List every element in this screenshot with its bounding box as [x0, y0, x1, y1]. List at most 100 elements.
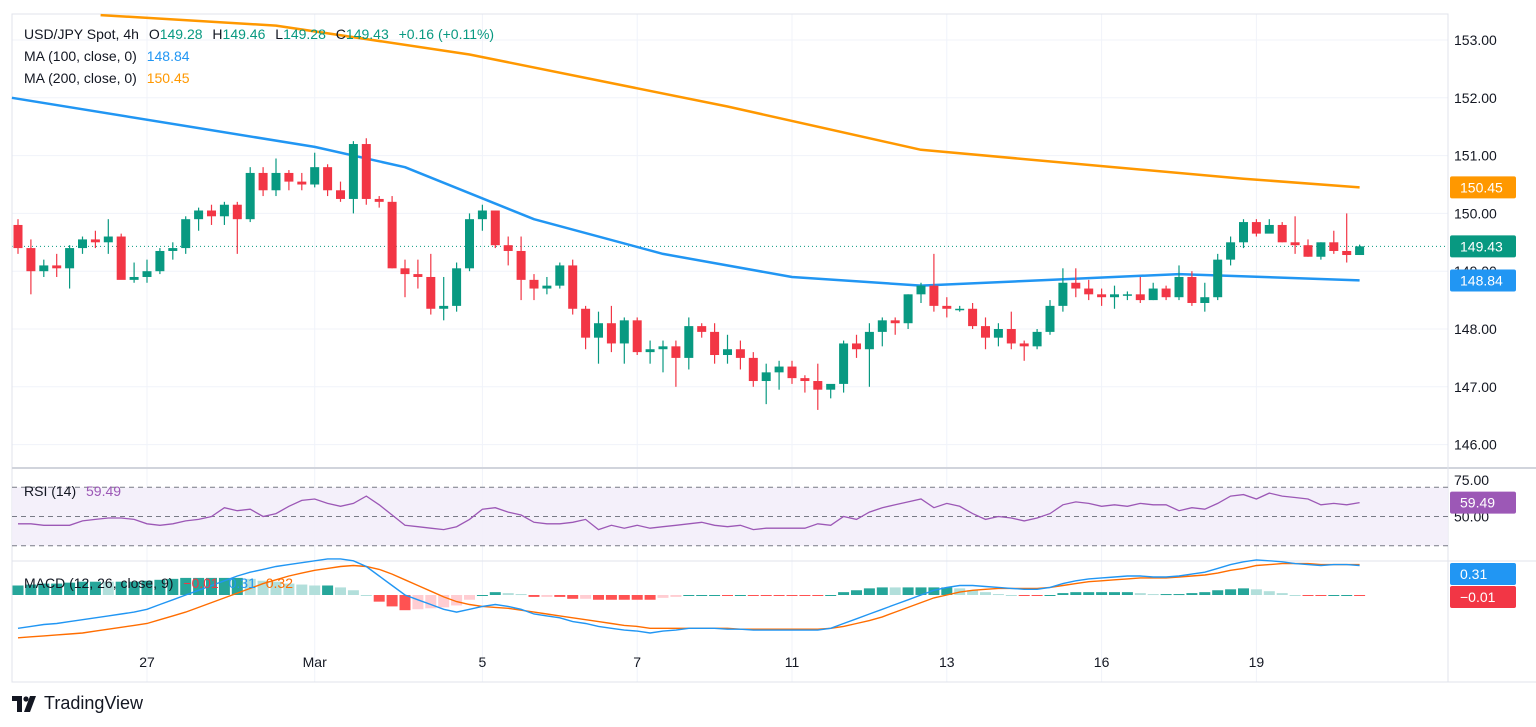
candle — [323, 164, 333, 197]
macd-histogram-bar — [863, 588, 875, 595]
candle-body — [1290, 242, 1300, 246]
candle-body — [813, 381, 823, 390]
macd-pill: 0.31 — [1450, 563, 1516, 585]
candle-body — [90, 239, 100, 243]
candle — [1290, 216, 1300, 254]
candle — [993, 323, 1003, 347]
candle — [684, 317, 694, 370]
candle — [1303, 239, 1313, 257]
candle-body — [1277, 224, 1287, 243]
ma100-pill-text: 148.84 — [1460, 272, 1503, 288]
candle-body — [219, 204, 229, 217]
macd-histogram-bar — [992, 594, 1004, 596]
macd-histogram-bar — [257, 580, 269, 595]
candle-body — [426, 276, 436, 309]
candle-body — [452, 268, 462, 306]
candle — [1200, 282, 1210, 312]
macd-histogram-bar — [193, 577, 205, 595]
candle — [774, 360, 784, 390]
candle-body — [800, 378, 810, 382]
macd-histogram-bar — [773, 595, 785, 596]
price-tick-label: 147.00 — [1454, 379, 1497, 395]
candle-body — [323, 167, 333, 191]
legend-main: USD/JPY Spot, 4h O149.28 H149.46 L149.28… — [24, 26, 494, 42]
candle-body — [1239, 222, 1248, 243]
legend-macd-hist: −0.01 — [183, 575, 219, 591]
macd-hist-pill-text: −0.01 — [1460, 589, 1496, 605]
legend-macd: MACD (12, 26, close, 9) −0.01 0.31 0.32 — [24, 575, 293, 591]
macd-histogram-bar — [102, 581, 114, 595]
candle — [1045, 300, 1055, 335]
candle-body — [723, 349, 732, 356]
candle — [1174, 265, 1184, 301]
macd-histogram-bar — [1225, 589, 1237, 595]
price-tick-label: 148.00 — [1454, 321, 1497, 337]
candle-body — [168, 248, 178, 251]
candle — [1329, 230, 1339, 254]
legend-rsi-value: 59.49 — [86, 483, 122, 499]
candle-body — [1187, 276, 1197, 303]
tradingview-brand[interactable]: TradingView — [12, 693, 143, 714]
candle — [400, 259, 410, 298]
chart-canvas[interactable]: 146.00147.00148.00149.00150.00151.00152.… — [0, 0, 1536, 690]
candle — [710, 323, 720, 364]
candle — [219, 201, 229, 225]
macd-histogram-bar — [567, 595, 579, 599]
candle — [1122, 291, 1132, 301]
candle-body — [555, 265, 565, 286]
candle — [103, 219, 113, 254]
macd-histogram-bar — [554, 595, 566, 597]
macd-histogram-bar — [1070, 592, 1082, 595]
macd-histogram-bar — [296, 584, 308, 595]
legend-symbol: USD/JPY Spot, 4h — [24, 26, 139, 42]
macd-histogram-bar — [515, 594, 527, 596]
macd-pill-text: 0.31 — [1460, 566, 1487, 582]
candle-body — [877, 320, 887, 332]
candle — [864, 323, 874, 387]
candle-body — [65, 248, 75, 269]
price-tick-label: 146.00 — [1454, 437, 1497, 453]
price-tick-label: 151.00 — [1454, 148, 1497, 164]
macd-histogram-bar — [618, 595, 630, 600]
candle-body — [839, 343, 849, 384]
macd-histogram-bar — [1031, 595, 1043, 596]
candle-body — [1251, 222, 1261, 234]
candle-body — [194, 210, 204, 220]
time-tick-label: 7 — [633, 654, 641, 670]
macd-histogram-bar — [1199, 592, 1211, 595]
candle-body — [761, 372, 771, 382]
macd-histogram-bar — [593, 595, 604, 600]
candle-body — [387, 201, 397, 269]
candle-body — [1226, 242, 1236, 260]
macd-histogram-bar — [528, 595, 540, 597]
candle-body — [284, 172, 294, 182]
macd-histogram-bar — [322, 585, 334, 595]
time-axis[interactable]: 27 Mar 5 7 11 13 16 19 — [139, 654, 1264, 670]
price-tick-label: 150.00 — [1454, 205, 1497, 221]
candle — [968, 302, 978, 329]
candle-body — [645, 349, 655, 353]
macd-histogram-bar — [154, 579, 166, 595]
candle-body — [1122, 294, 1132, 296]
time-tick-label: 5 — [479, 654, 487, 670]
legend-ma100: MA (100, close, 0) 148.84 — [24, 48, 190, 64]
macd-histogram-bar — [1134, 593, 1146, 595]
candle-body — [258, 172, 268, 191]
candle-body — [348, 144, 358, 199]
candle — [555, 262, 565, 289]
macd-histogram-bar — [1212, 590, 1224, 595]
ma100-pill: 148.84 — [1450, 269, 1516, 292]
candle — [1226, 236, 1236, 266]
candle — [90, 230, 100, 249]
candle — [439, 276, 449, 321]
candle-body — [1355, 246, 1365, 256]
candle-body — [1071, 282, 1081, 289]
candle — [890, 317, 900, 335]
macd-histogram-bar — [605, 595, 617, 600]
candle — [426, 253, 436, 315]
candle-body — [374, 198, 384, 202]
candle-body — [748, 357, 758, 382]
ma200-pill-bg — [1450, 176, 1516, 199]
macd-histogram-bar — [1160, 594, 1172, 596]
candle-body — [400, 268, 410, 275]
